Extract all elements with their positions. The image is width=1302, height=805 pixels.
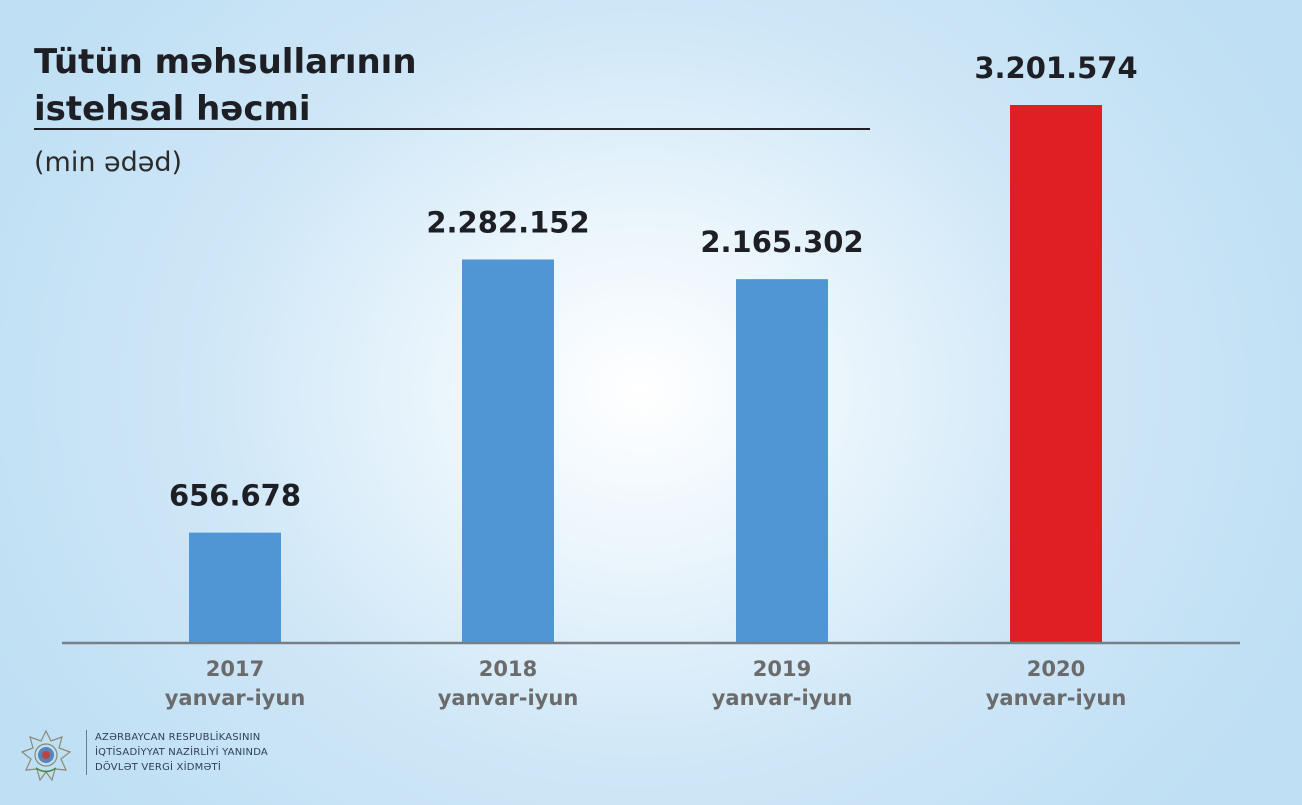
category-label-2017: 2017 <box>206 657 264 681</box>
chart-title-line1: Tütün məhsullarının <box>34 42 417 82</box>
organization-line1: AZƏRBAYCAN RESPUBLİKASININ <box>95 732 261 743</box>
footer-logo: AZƏRBAYCAN RESPUBLİKASININ İQTİSADİYYAT … <box>18 728 318 784</box>
organization-name: AZƏRBAYCAN RESPUBLİKASININ İQTİSADİYYAT … <box>86 730 268 775</box>
bar-2018 <box>462 259 554 643</box>
chart-unit: (min ədəd) <box>34 147 183 178</box>
title-underline <box>34 128 870 130</box>
labels-group: 656.678 2017 yanvar-iyun 2.282.152 2018 yanva… <box>165 51 1138 710</box>
value-label-2017: 656.678 <box>169 479 301 513</box>
category-sublabel-2018: yanvar-iyun <box>438 686 579 710</box>
value-label-2019: 2.165.302 <box>700 225 863 259</box>
bar-2017 <box>189 532 281 643</box>
category-sublabel-2019: yanvar-iyun <box>712 686 853 710</box>
bars-group <box>189 105 1102 643</box>
bar-2019 <box>736 279 828 643</box>
organization-line3: DÖVLƏT VERGİ XİDMƏTİ <box>95 762 222 773</box>
category-label-2020: 2020 <box>1027 657 1085 681</box>
value-label-2020: 3.201.574 <box>974 51 1137 85</box>
category-sublabel-2020: yanvar-iyun <box>986 686 1127 710</box>
bar-2020 <box>1010 105 1102 643</box>
category-label-2019: 2019 <box>753 657 811 681</box>
value-label-2018: 2.282.152 <box>426 206 589 240</box>
organization-line2: İQTİSADİYYAT NAZİRLİYİ YANINDA <box>95 747 268 758</box>
chart-title-line2: istehsal həcmi <box>34 89 311 129</box>
category-sublabel-2017: yanvar-iyun <box>165 686 306 710</box>
category-label-2018: 2018 <box>479 657 537 681</box>
state-emblem-icon <box>20 729 72 782</box>
